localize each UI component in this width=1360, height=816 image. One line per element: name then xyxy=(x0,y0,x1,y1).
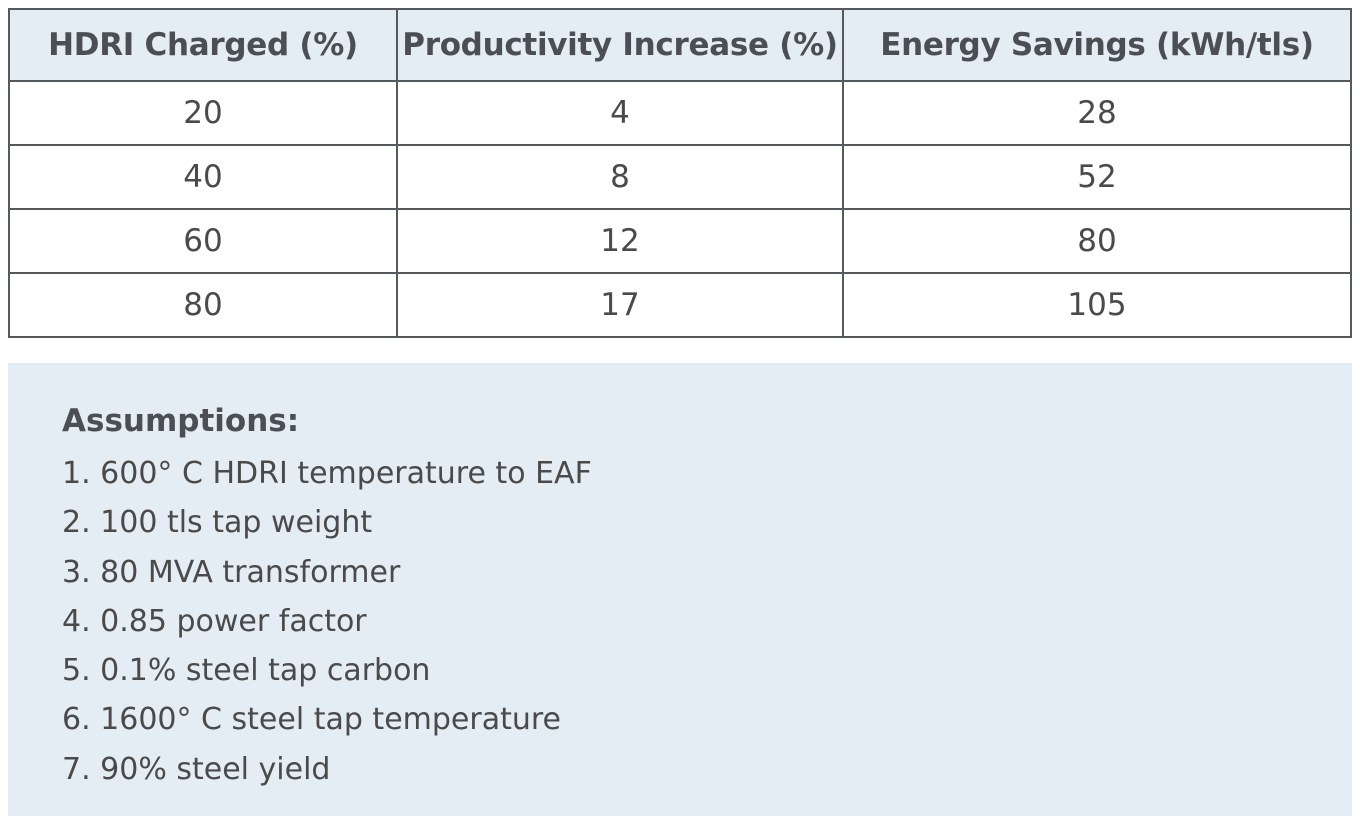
table-row: 20 4 28 xyxy=(8,80,1352,146)
cell-productivity-increase: 4 xyxy=(396,80,844,146)
cell-productivity-increase: 8 xyxy=(396,144,844,210)
table-row: 40 8 52 xyxy=(8,144,1352,210)
cell-hdri-charged: 80 xyxy=(8,272,398,338)
assumption-item: 1. 600° C HDRI temperature to EAF xyxy=(62,456,592,491)
cell-energy-savings: 80 xyxy=(842,208,1352,274)
table-header-row: HDRI Charged (%) Productivity Increase (… xyxy=(8,8,1352,82)
assumptions-heading: Assumptions: xyxy=(62,403,300,439)
assumptions-list: 1. 600° C HDRI temperature to EAF 2. 100… xyxy=(62,449,1352,794)
table-row: 60 12 80 xyxy=(8,208,1352,274)
assumption-item: 2. 100 tls tap weight xyxy=(62,505,373,541)
assumption-item: 4. 0.85 power factor xyxy=(62,603,367,639)
assumption-item: 7. 90% steel yield xyxy=(62,751,331,787)
assumption-item: 5. 0.1% steel tap carbon xyxy=(62,653,431,689)
hdri-data-table: HDRI Charged (%) Productivity Increase (… xyxy=(8,8,1352,338)
cell-energy-savings: 28 xyxy=(842,80,1352,146)
table-row: 80 17 105 xyxy=(8,272,1352,338)
cell-hdri-charged: 40 xyxy=(8,144,398,210)
cell-hdri-charged: 60 xyxy=(8,208,398,274)
cell-hdri-charged: 20 xyxy=(8,80,398,146)
header-productivity-increase: Productivity Increase (%) xyxy=(396,8,844,82)
header-energy-savings: Energy Savings (kWh/tls) xyxy=(842,8,1352,82)
cell-productivity-increase: 12 xyxy=(396,208,844,274)
cell-productivity-increase: 17 xyxy=(396,272,844,338)
assumption-item: 6. 1600° C steel tap temperature xyxy=(62,702,561,738)
header-hdri-charged: HDRI Charged (%) xyxy=(8,8,398,82)
cell-energy-savings: 52 xyxy=(842,144,1352,210)
assumptions-panel: Assumptions: 1. 600° C HDRI temperature … xyxy=(8,363,1352,816)
assumption-item: 3. 80 MVA transformer xyxy=(62,554,401,590)
cell-energy-savings: 105 xyxy=(842,272,1352,338)
